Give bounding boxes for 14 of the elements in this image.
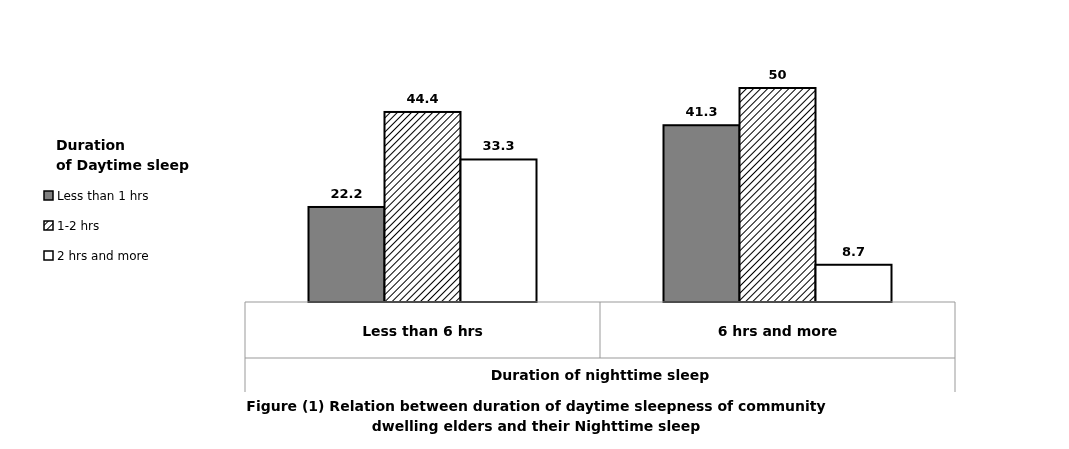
legend-label: 1-2 hrs	[57, 219, 100, 233]
legend-label: 2 hrs and more	[57, 249, 149, 263]
data-label: 8.7	[841, 243, 866, 259]
x-tick-label: Less than 6 hrs	[362, 323, 483, 339]
data-label: 41.3	[685, 104, 718, 120]
legend-label: Less than 1 hrs	[57, 189, 149, 203]
data-label: 50	[768, 67, 787, 82]
text: Figure (1) Relation between duration of daytime sleepness of community dwelling elders and their Nighttime sleep	[246, 398, 826, 434]
data-label: 44.4	[406, 90, 439, 106]
x-axis-title: Duration of nighttime sleep	[490, 367, 710, 383]
legend-title: Duration of Daytime sleep	[56, 137, 189, 173]
data-label: 33.3	[482, 138, 515, 154]
x-tick-label: 6 hrs and more	[717, 323, 838, 339]
data-label: 22.2	[330, 185, 363, 201]
